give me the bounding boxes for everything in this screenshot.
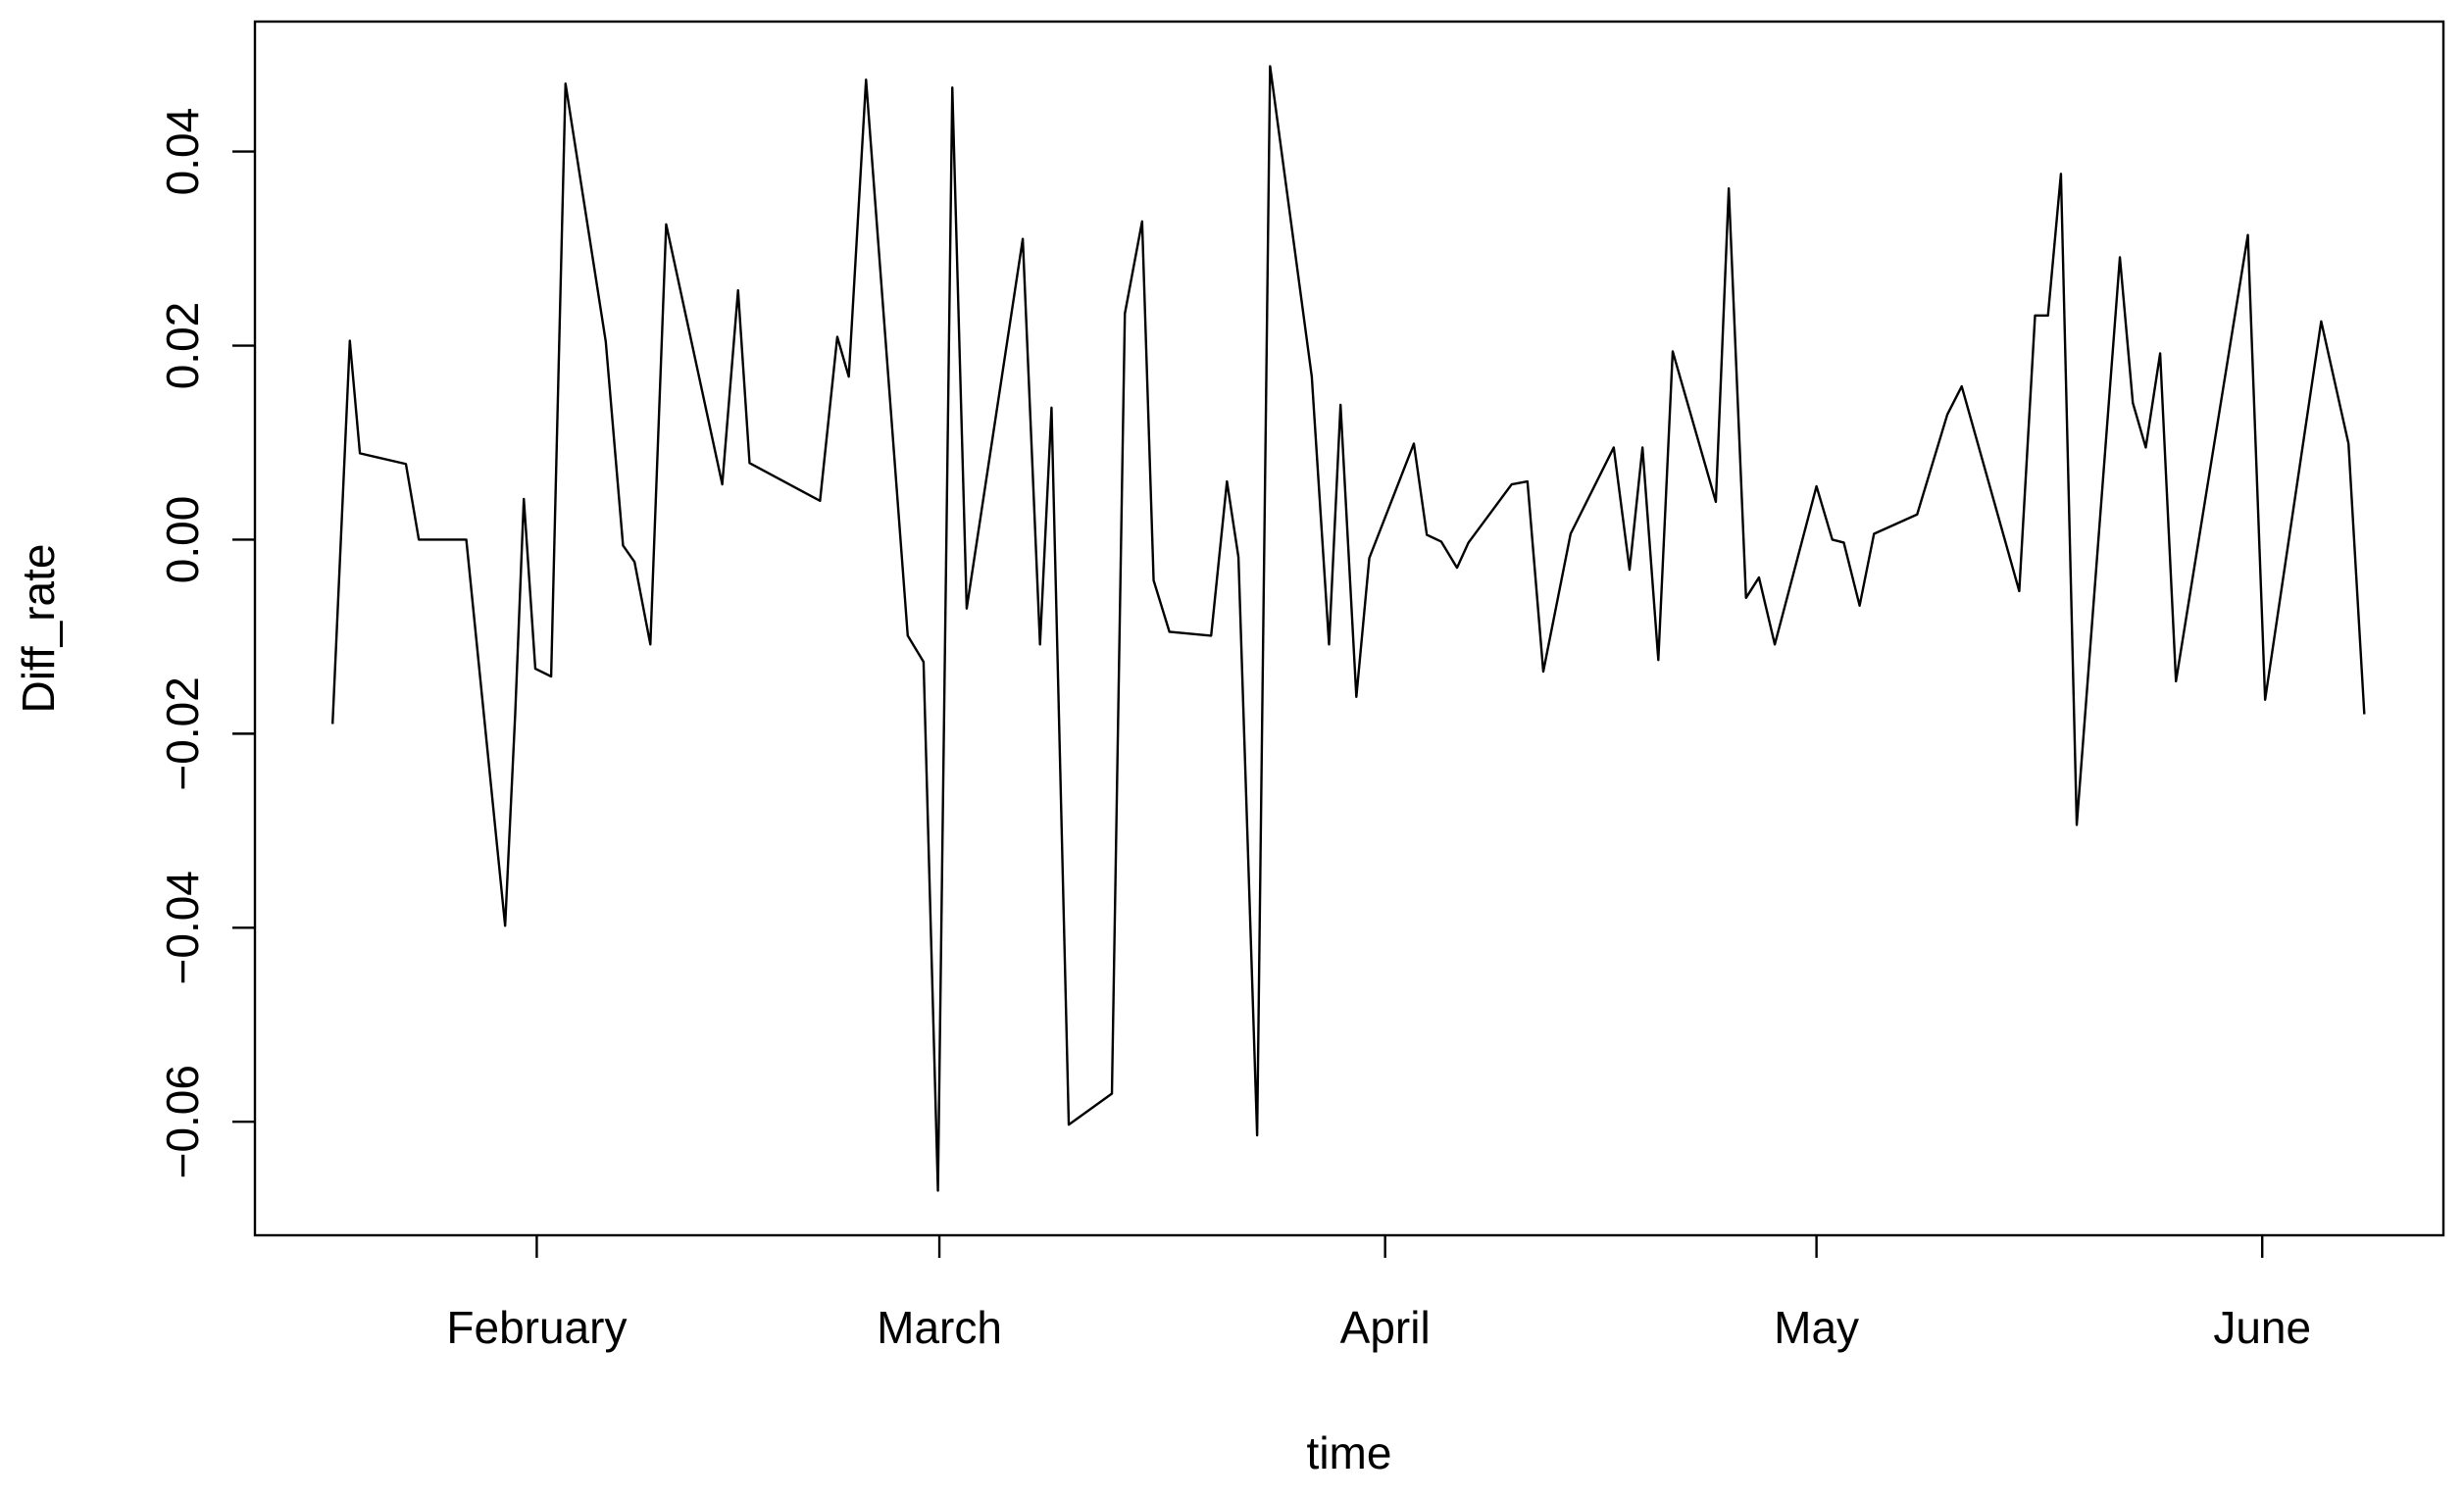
y-tick-label: −0.06 — [157, 1065, 208, 1178]
x-tick-label: February — [446, 1302, 627, 1353]
x-tick-label: March — [877, 1302, 1002, 1353]
x-axis-title: time — [1307, 1427, 1392, 1478]
x-tick-label: June — [2213, 1302, 2311, 1353]
y-axis-title: Diff_rate — [13, 543, 64, 713]
y-tick-label: −0.04 — [157, 871, 208, 984]
y-tick-label: 0.00 — [157, 496, 208, 584]
y-tick-label: 0.02 — [157, 302, 208, 390]
x-tick-label: May — [1774, 1302, 1859, 1353]
plot-frame — [253, 20, 2445, 1237]
data-line — [330, 65, 2366, 1192]
y-tick-label: 0.04 — [157, 108, 208, 196]
y-tick-label: −0.02 — [157, 676, 208, 790]
x-tick-label: April — [1340, 1302, 1431, 1353]
